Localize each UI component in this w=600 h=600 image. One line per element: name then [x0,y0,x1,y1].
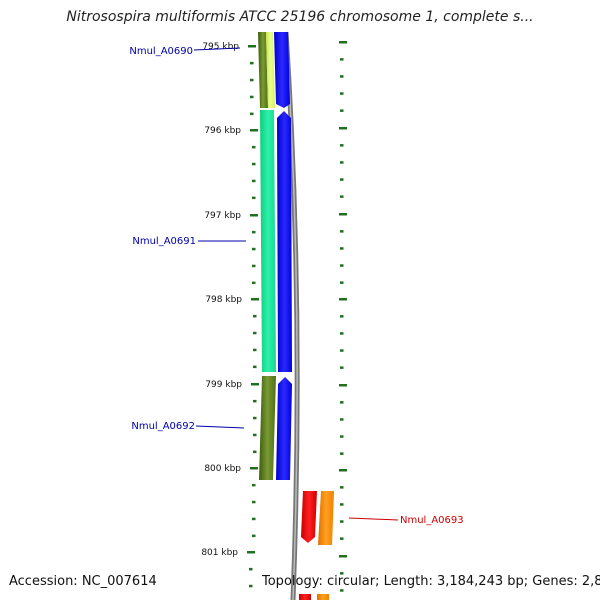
scale-major-tick [250,129,258,132]
gene-feature-partial-bottom[interactable] [299,594,329,600]
scale-minor-tick [340,418,344,421]
scale-minor-tick [340,332,344,335]
gene-feature-nmul-a0691[interactable] [260,110,276,372]
chromosome-backbone-highlight [285,31,298,600]
scale-tick-label: 801 kbp [201,548,238,558]
scale-minor-tick [252,534,256,538]
gene-label[interactable]: Nmul_A0693 [400,515,464,526]
scale-minor-tick [340,195,344,198]
scale-minor-tick [340,589,344,592]
scale-tick-label: 798 kbp [205,295,242,305]
scale-minor-tick [252,145,256,149]
scale-minor-tick [252,517,256,521]
gene-feature-nmul-a0693[interactable] [301,491,334,545]
scale-minor-tick [340,520,344,523]
cds-feature-middle[interactable] [277,111,292,372]
scale-minor-tick [340,486,344,489]
scale-minor-tick [253,314,257,318]
scale-minor-tick [340,109,344,112]
scale-minor-tick [340,315,344,318]
cds-feature-upper[interactable] [274,32,290,108]
scale-minor-tick [340,178,344,181]
map-title: Nitrosospira multiformis ATCC 25196 chro… [66,9,534,25]
accession-text: Accession: NC_007614 [9,574,157,589]
scale-major-tick [251,383,259,386]
scale-tick-label: 799 kbp [205,380,242,390]
gene-labels: Nmul_A0690 Nmul_A0691 Nmul_A0692 Nmul_A0693 [129,46,463,526]
scale-minor-tick [253,399,257,403]
scale-minor-tick [253,365,257,369]
scale-minor-tick [340,58,344,61]
scale-minor-tick [252,500,256,504]
gene-feature-nmul-a0690[interactable] [258,32,275,108]
scale-major-tick [250,214,258,217]
scale-ticks-right [339,41,347,592]
cds-feature-lower[interactable] [276,377,292,480]
scale-minor-tick [340,401,344,404]
scale-major-tick [339,384,347,387]
scale-minor-tick [252,264,256,268]
scale-minor-tick [340,537,344,540]
gene-leader-line [348,517,399,521]
scale-tick-label: 795 kbp [202,42,239,52]
scale-minor-tick [250,112,254,116]
scale-major-tick [339,555,347,558]
scale-minor-tick [340,503,344,506]
scale-minor-tick [340,230,344,233]
scale-major-tick [247,551,255,554]
scale-minor-tick [252,281,256,285]
scale-minor-tick [253,416,257,420]
scale-minor-tick [340,435,344,438]
gene-feature-nmul-a0692[interactable] [259,376,276,480]
scale-minor-tick [250,78,254,82]
scale-minor-tick [250,95,254,99]
scale-minor-tick [252,483,256,487]
scale-minor-tick [340,92,344,95]
scale-major-tick [339,298,347,301]
scale-minor-tick [252,230,256,234]
scale-major-tick [339,469,347,472]
scale-major-tick [251,298,259,301]
scale-minor-tick [340,366,344,369]
scale-minor-tick [252,162,256,166]
scale-minor-tick [253,433,257,437]
scale-tick-label: 796 kbp [204,126,241,136]
scale-minor-tick [340,144,344,147]
scale-major-tick [339,127,347,130]
genome-summary-text: Topology: circular; Length: 3,184,243 bp… [262,574,600,589]
scale-minor-tick [249,567,253,571]
gene-leader-line [193,47,241,51]
scale-minor-tick [249,584,253,588]
scale-minor-tick [340,572,344,575]
scale-major-tick [248,45,256,48]
scale-minor-tick [340,452,344,455]
scale-minor-tick [253,331,257,335]
scale-minor-tick [250,61,254,65]
scale-minor-tick [340,264,344,267]
scale-ticks-left: 795 kbp 796 kbp 797 kbp 798 kbp 799 kbp 800 k… [201,42,259,588]
scale-minor-tick [252,247,256,251]
scale-minor-tick [340,247,344,250]
scale-tick-label: 797 kbp [204,211,241,221]
gene-label[interactable]: Nmul_A0690 [129,46,193,57]
scale-major-tick [339,213,347,216]
scale-minor-tick [340,349,344,352]
scale-minor-tick [252,179,256,183]
scale-minor-tick [340,161,344,164]
scale-minor-tick [340,281,344,284]
scale-minor-tick [252,196,256,200]
scale-major-tick [339,41,347,44]
scale-tick-label: 800 kbp [204,464,241,474]
gene-label[interactable]: Nmul_A0691 [132,236,196,247]
scale-minor-tick [253,348,257,352]
scale-minor-tick [340,75,344,78]
scale-minor-tick [253,450,257,454]
gene-label[interactable]: Nmul_A0692 [131,421,195,432]
scale-major-tick [250,467,258,470]
gene-leader-line [195,425,245,429]
